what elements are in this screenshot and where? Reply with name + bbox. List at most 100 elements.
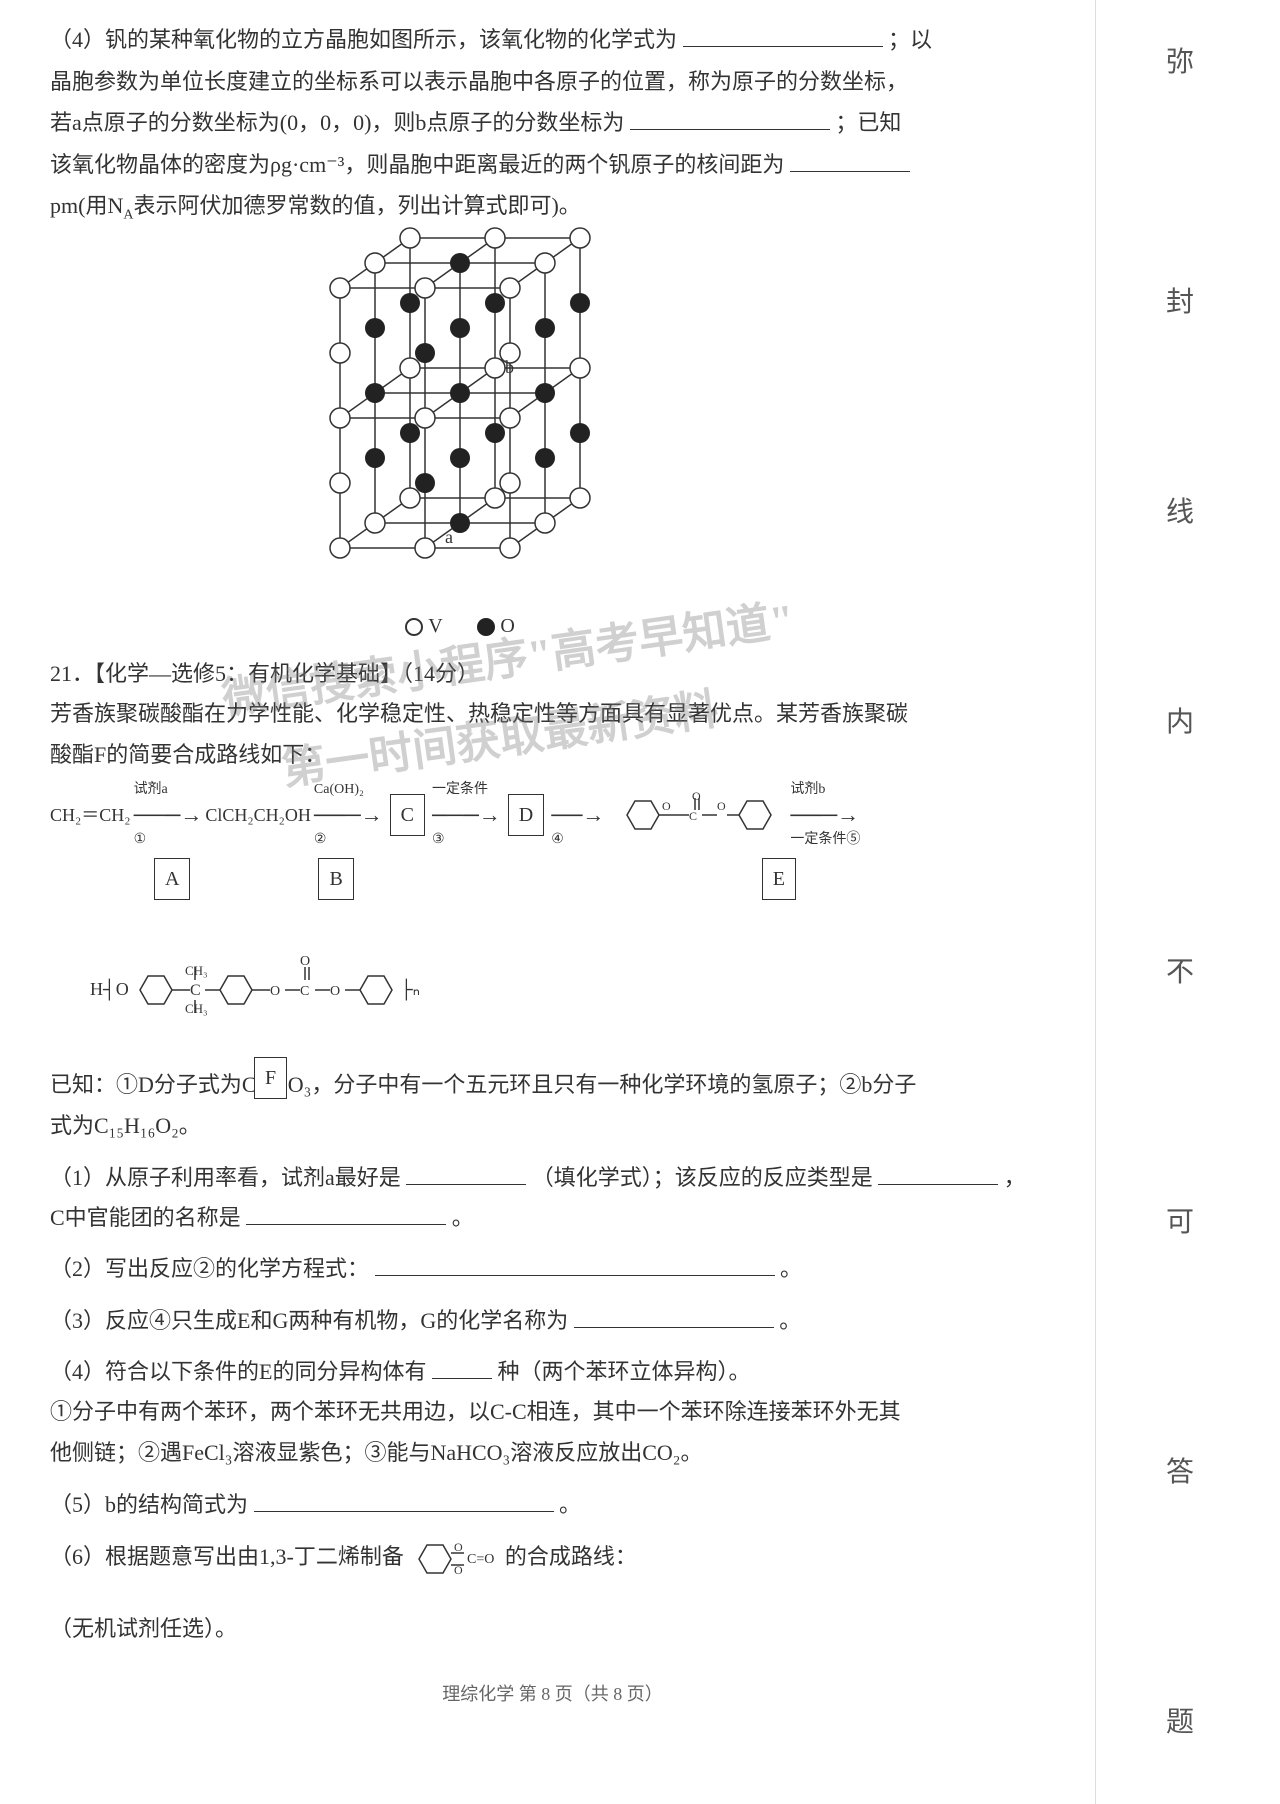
margin-xian: 线 (1166, 490, 1194, 530)
svg-text:O: O (330, 984, 340, 999)
arrow2-bot: ② (314, 827, 327, 852)
sub-q5: （5）b的结构简式为 。 (50, 1485, 1055, 1525)
svg-text:O: O (454, 1540, 463, 1554)
q5-end: 。 (559, 1492, 581, 1517)
blank-formula (683, 23, 883, 47)
q3-text: （3）反应④只生成E和G两种有机物，G的化学名称为 (50, 1308, 568, 1333)
blank-q1a (406, 1161, 526, 1185)
sub-q3: （3）反应④只生成E和G两种有机物，G的化学名称为 。 (50, 1301, 1055, 1341)
scheme-row1-labels: A B E (50, 858, 1055, 900)
arrow1-top: 试剂a (134, 777, 168, 802)
arrow2-top: Ca(OH)₂ (314, 777, 364, 802)
right-margin: 弥 封 线 内 不 可 答 题 (1095, 0, 1280, 1804)
q2-text: （2）写出反应②的化学方程式： (50, 1256, 369, 1281)
arrow4-bot: ④ (551, 827, 564, 852)
svg-text:C: C (689, 809, 697, 823)
q6-end: 的合成路线： (505, 1544, 637, 1569)
margin-nei: 内 (1166, 700, 1194, 740)
sub-q1: （1）从原子利用率看，试剂a最好是 （填化学式）；该反应的反应类型是 ， (50, 1158, 1055, 1198)
q1-end: ， (1004, 1165, 1026, 1190)
q1b-end: 。 (452, 1205, 474, 1230)
q4s-text: （4）符合以下条件的E的同分异构体有 (50, 1359, 426, 1384)
q6-text: （6）根据题意写出由1,3-丁二烯制备 (50, 1544, 404, 1569)
arrow5-bot: 一定条件⑤ (790, 827, 860, 852)
margin-ke: 可 (1166, 1200, 1194, 1240)
svg-text:H┤O: H┤O (90, 978, 129, 1001)
f-structure: H┤O C CH₃ CH₃ O C O O (90, 935, 1055, 1055)
q1b-text: C中官能团的名称是 (50, 1205, 241, 1230)
box-f: F (254, 1057, 287, 1099)
arrow5: 试剂b ───→ 一定条件⑤ (790, 795, 859, 835)
cube-legend: V O (250, 608, 670, 644)
label-b: b (505, 357, 514, 377)
svg-text:├ₙ: ├ₙ (400, 978, 420, 1001)
q4-text5b: 表示阿伏加德罗常数的值，列出计算式即可)。 (133, 193, 580, 218)
q4-line4: 该氧化物晶体的密度为ρg·cm⁻³，则晶胞中距离最近的两个钒原子的核间距为 (50, 145, 1055, 185)
q6-target-icon: O O C=O (409, 1539, 499, 1579)
q4-text3: 若a点原子的分数坐标为(0，0，0)，则b点原子的分数坐标为 (50, 110, 624, 135)
q4-text3-end: ；已知 (835, 110, 901, 135)
cube-svg: a b (250, 238, 670, 598)
box-c: C (390, 794, 425, 836)
q4s-end: 种（两个苯环立体异构）。 (497, 1359, 750, 1384)
margin-ti: 题 (1166, 1700, 1194, 1740)
blank-q1b (878, 1161, 998, 1185)
q1-text: （1）从原子利用率看，试剂a最好是 (50, 1165, 401, 1190)
scheme-b-formula: ClCH₂CH₂OH (205, 799, 311, 831)
svg-text:C=O: C=O (467, 1552, 494, 1567)
arrow3-bot: ③ (432, 827, 445, 852)
svg-text:O: O (717, 799, 726, 813)
blank-q2 (375, 1252, 775, 1276)
svg-text:O: O (454, 1563, 463, 1577)
blank-q5 (254, 1488, 554, 1512)
q1-mid: （填化学式）；该反应的反应类型是 (532, 1165, 873, 1190)
q6-note: （无机试剂任选）。 (50, 1609, 1055, 1649)
legend-o-text: O (500, 615, 514, 637)
svg-text:O: O (270, 984, 280, 999)
blank-q3 (574, 1304, 774, 1328)
svg-text:O: O (662, 799, 671, 813)
blank-coord (630, 106, 830, 130)
page-footer: 理综化学 第 8 页（共 8 页） (50, 1678, 1055, 1710)
arrow4: ──→ ④ (551, 795, 604, 835)
arrow5-top: 试剂b (790, 777, 825, 802)
q4-sub: A (123, 208, 133, 223)
q4-cond2: 他侧链；②遇FeCl₃溶液显紫色；③能与NaHCO₃溶液反应放出CO₂。 (50, 1433, 1055, 1473)
q21-intro1: 芳香族聚碳酸酯在力学性能、化学稳定性、热稳定性等方面具有显著优点。某芳香族聚碳 (50, 694, 1055, 734)
scheme-start: CH₂＝CH₂ (50, 799, 131, 831)
svg-text:CH₃: CH₃ (185, 963, 208, 978)
box-a: A (154, 858, 190, 900)
q4-text5a: pm(用N (50, 193, 123, 218)
cube-diagram: a b (250, 238, 670, 598)
arrow2: Ca(OH)₂ ───→ ② (314, 795, 383, 835)
q4-line2: 晶胞参数为单位长度建立的坐标系可以表示晶胞中各原子的位置，称为原子的分数坐标， (50, 62, 1055, 102)
svg-text:CH₃: CH₃ (185, 1001, 208, 1016)
q2-end: 。 (780, 1256, 802, 1281)
q4-line3: 若a点原子的分数坐标为(0，0，0)，则b点原子的分数坐标为 ；已知 (50, 103, 1055, 143)
sub-q2: （2）写出反应②的化学方程式： 。 (50, 1249, 1055, 1289)
svg-text:C: C (300, 984, 309, 999)
legend-v-text: V (428, 615, 442, 637)
margin-da: 答 (1166, 1450, 1194, 1490)
known-line2: 式为C₁₅H₁₆O₂。 (50, 1106, 1055, 1146)
arrow3-top: 一定条件 (432, 777, 488, 802)
svg-text:O: O (692, 789, 701, 803)
q4-text1-end: ；以 (888, 27, 932, 52)
svg-text:O: O (300, 954, 310, 969)
margin-mi: 弥 (1166, 40, 1194, 80)
box-e: E (762, 858, 796, 900)
q4-cond1: ①分子中有两个苯环，两个苯环无共用边，以C-C相连，其中一个苯环除连接苯环外无其 (50, 1392, 1055, 1432)
legend-v-icon (405, 618, 423, 636)
q4-line1: （4）钒的某种氧化物的立方晶胞如图所示，该氧化物的化学式为 ；以 (50, 20, 1055, 60)
q4-text1: （4）钒的某种氧化物的立方晶胞如图所示，该氧化物的化学式为 (50, 27, 677, 52)
box-b: B (318, 858, 353, 900)
scheme-row1: CH₂＝CH₂ 试剂a ───→ ① ClCH₂CH₂OH Ca(OH)₂ ──… (50, 790, 1055, 840)
q21-title: 21．【化学—选修5：有机化学基础】（14分） (50, 654, 1055, 694)
sub-q1b: C中官能团的名称是 。 (50, 1198, 1055, 1238)
sub-q4: （4）符合以下条件的E的同分异构体有 种（两个苯环立体异构）。 (50, 1352, 1055, 1392)
arrow1: 试剂a ───→ ① (134, 795, 203, 835)
q4-line5: pm(用NA表示阿伏加德罗常数的值，列出计算式即可)。 (50, 186, 1055, 228)
sub-q6: （6）根据题意写出由1,3-丁二烯制备 O O C=O 的合成路线： (50, 1537, 1055, 1579)
label-a: a (445, 527, 453, 547)
q4-text4: 该氧化物晶体的密度为ρg·cm⁻³，则晶胞中距离最近的两个钒原子的核间距为 (50, 152, 784, 177)
